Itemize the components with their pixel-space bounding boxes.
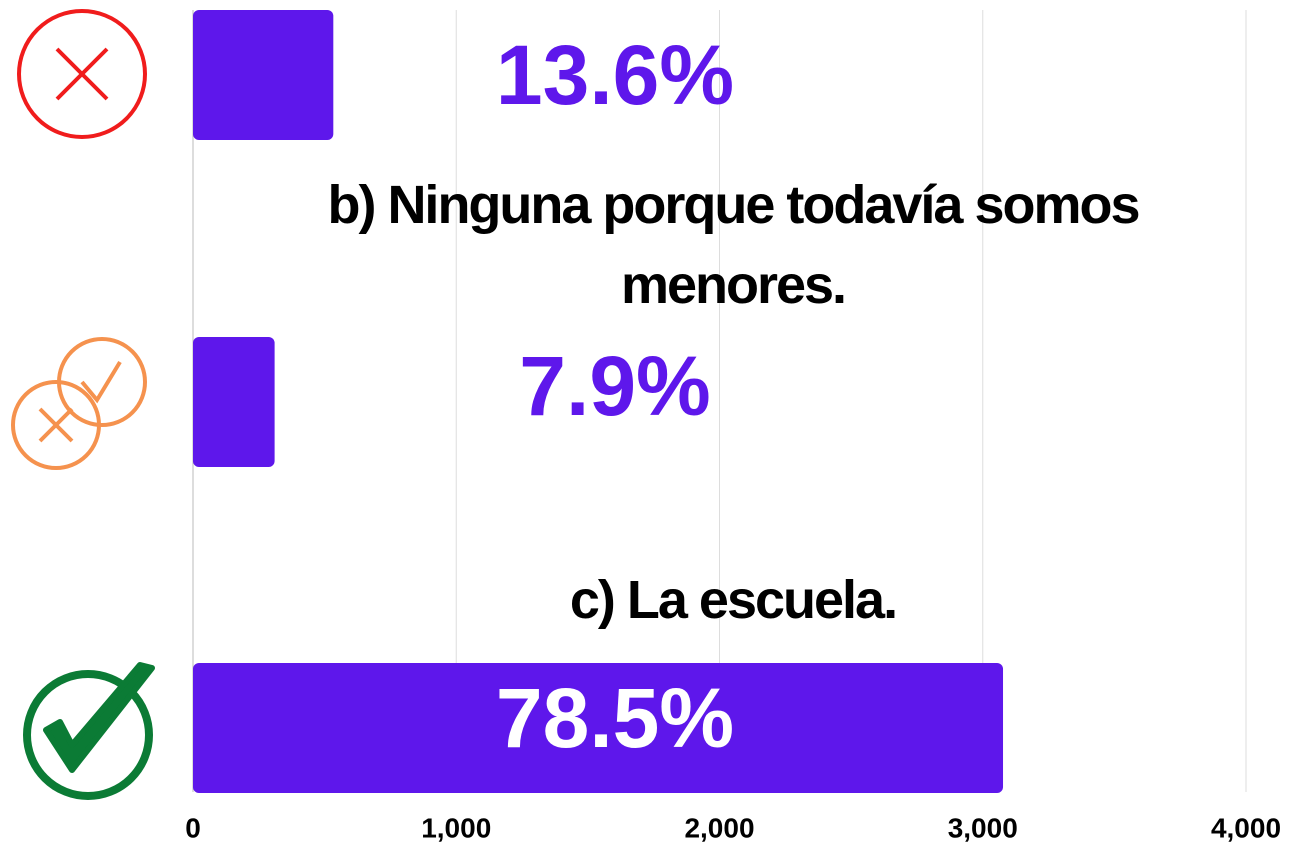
value-label: 7.9% [519, 339, 710, 433]
category-label: c) La escuela. [569, 570, 898, 630]
icon-partial [11, 337, 147, 470]
icon-correct [23, 662, 155, 800]
bar [193, 10, 334, 140]
x-tick-label: 2,000 [684, 812, 754, 843]
x-tick-label: 1,000 [421, 812, 491, 843]
x-tick-label: 4,000 [1211, 812, 1281, 843]
x-tick-label: 3,000 [948, 812, 1018, 843]
bar [193, 663, 1004, 793]
value-label: 13.6% [496, 28, 734, 122]
value-label: 78.5% [496, 671, 734, 765]
bar [193, 337, 275, 467]
category-label: b) Ninguna porque todavía somos menores. [327, 175, 1140, 315]
icon-wrong [17, 9, 147, 139]
x-tick-label: 0 [185, 812, 201, 843]
